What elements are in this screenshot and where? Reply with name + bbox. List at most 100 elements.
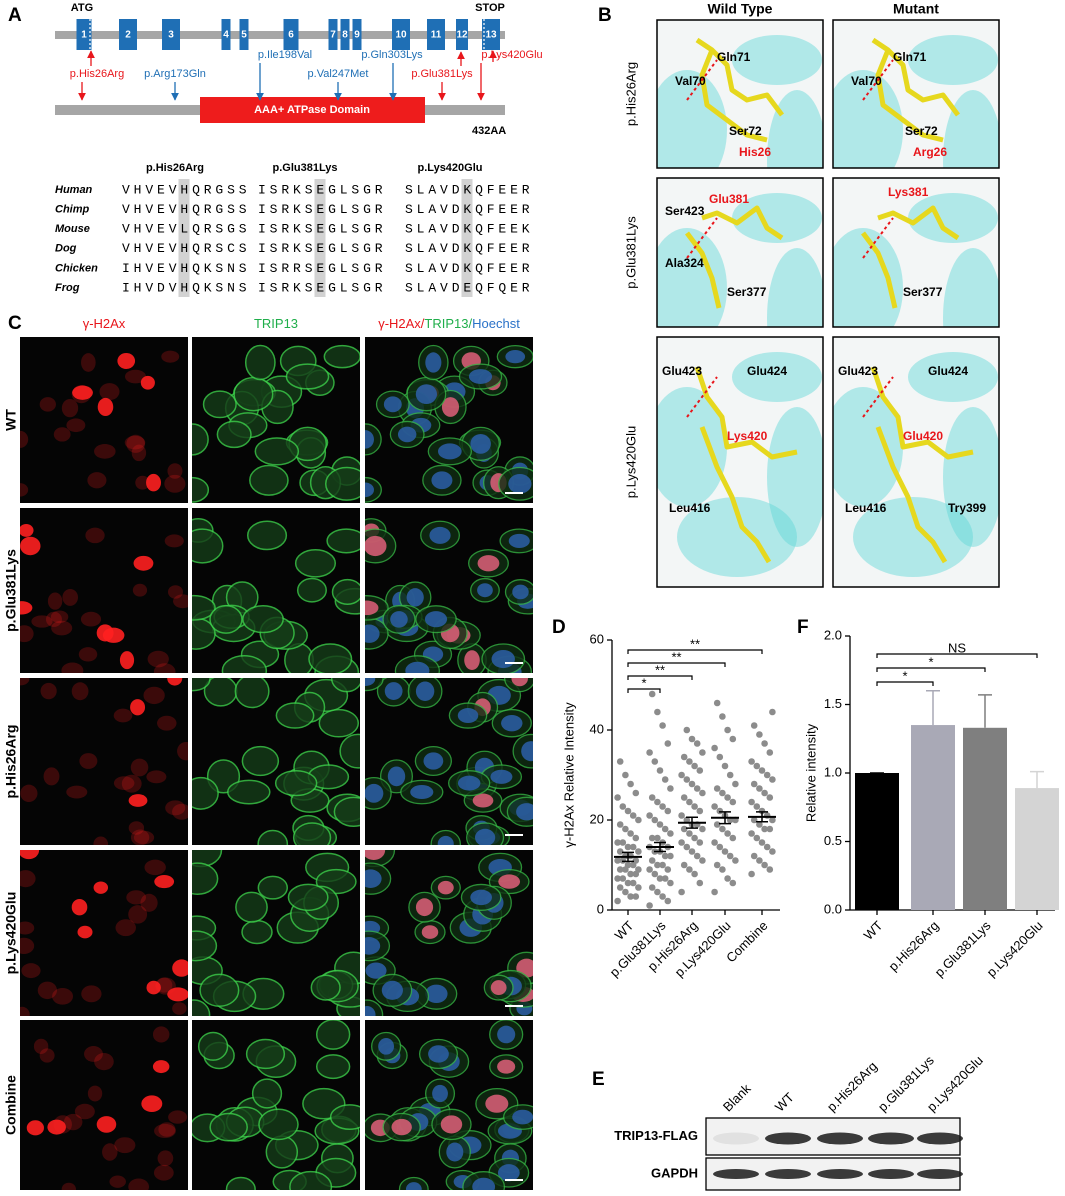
data-point bbox=[627, 830, 634, 837]
residue-stick bbox=[694, 366, 798, 460]
micrograph bbox=[365, 850, 533, 1016]
cell bbox=[246, 520, 288, 551]
data-point bbox=[686, 830, 693, 837]
data-point bbox=[656, 767, 664, 774]
data-point bbox=[651, 870, 659, 878]
nucleus bbox=[126, 890, 146, 905]
nucleus bbox=[387, 766, 406, 787]
data-point bbox=[654, 834, 661, 842]
data-point bbox=[699, 825, 706, 833]
helix bbox=[908, 35, 998, 85]
nucleus bbox=[365, 962, 387, 979]
data-point bbox=[614, 857, 621, 864]
data-point bbox=[635, 816, 642, 824]
nucleus bbox=[93, 881, 109, 894]
structure-frame bbox=[832, 336, 1000, 588]
nucleus bbox=[121, 774, 142, 793]
structure-bg bbox=[657, 337, 823, 587]
residue-label: Try399 bbox=[948, 501, 986, 515]
helix bbox=[657, 70, 727, 168]
nucleus bbox=[161, 350, 180, 363]
nucleus bbox=[47, 1119, 66, 1135]
band bbox=[765, 1132, 811, 1145]
nucleus bbox=[40, 682, 57, 700]
species: Mouse bbox=[55, 223, 90, 235]
cell bbox=[339, 733, 360, 769]
helix bbox=[732, 35, 822, 85]
data-point bbox=[761, 740, 768, 747]
exon bbox=[119, 19, 137, 50]
cell bbox=[245, 1038, 286, 1070]
nucleus bbox=[365, 937, 381, 955]
cell bbox=[244, 344, 276, 381]
residue-stick bbox=[699, 426, 772, 564]
panel-label: E bbox=[592, 1069, 605, 1090]
structure-frame bbox=[656, 177, 824, 328]
nucleus bbox=[154, 1123, 176, 1139]
nucleus bbox=[415, 898, 434, 917]
cell bbox=[209, 604, 243, 634]
data-point bbox=[629, 843, 637, 851]
nucleus bbox=[20, 1006, 30, 1016]
channel-header: γ-H2Ax bbox=[83, 316, 126, 331]
data-point bbox=[614, 897, 621, 905]
nucleus bbox=[20, 850, 40, 860]
bar bbox=[963, 727, 1007, 910]
nucleus bbox=[61, 662, 84, 673]
cell bbox=[242, 605, 284, 634]
residue-stick bbox=[875, 49, 944, 143]
nucleus bbox=[468, 369, 493, 384]
nucleus bbox=[365, 624, 380, 643]
residue-label: Glu424 bbox=[928, 364, 968, 378]
nucleus bbox=[425, 352, 442, 373]
structure-art bbox=[833, 337, 999, 587]
data-point bbox=[654, 708, 661, 716]
nucleus bbox=[39, 397, 56, 412]
nucleus bbox=[62, 588, 79, 606]
data-point bbox=[719, 825, 726, 833]
nucleus bbox=[87, 1085, 103, 1102]
data-point bbox=[659, 893, 666, 900]
data-point bbox=[614, 839, 621, 846]
nucleus bbox=[464, 650, 480, 670]
residue-label: Glu424 bbox=[747, 364, 787, 378]
data-point bbox=[756, 731, 763, 738]
data-point bbox=[632, 834, 640, 842]
nucleus bbox=[20, 483, 29, 497]
sem-bar bbox=[686, 816, 698, 829]
cell bbox=[329, 1104, 360, 1131]
data-point bbox=[629, 812, 637, 819]
nucleus bbox=[397, 426, 417, 443]
residue-label: Ser423 bbox=[665, 204, 705, 218]
data-point bbox=[632, 893, 640, 900]
nucleus bbox=[491, 649, 515, 669]
sem-bar bbox=[622, 851, 634, 863]
data-point bbox=[758, 839, 766, 846]
data-point bbox=[699, 789, 706, 797]
nucleus bbox=[74, 1103, 95, 1120]
micrograph bbox=[20, 678, 188, 845]
nucleus bbox=[501, 715, 523, 732]
error-bar bbox=[1030, 770, 1044, 789]
nucleus bbox=[157, 715, 177, 731]
data-point bbox=[699, 749, 706, 756]
data-point bbox=[624, 843, 632, 851]
data-point bbox=[667, 879, 674, 887]
condition-label: Combine bbox=[3, 1075, 19, 1135]
cell bbox=[192, 476, 210, 503]
data-point bbox=[719, 866, 726, 873]
nucleus bbox=[477, 583, 493, 598]
exon bbox=[456, 19, 468, 50]
protein-label: GAPDH bbox=[651, 1165, 698, 1180]
channel-name: γ-H2Ax/ bbox=[378, 316, 425, 331]
structure-art bbox=[657, 178, 823, 327]
significance-label: * bbox=[902, 668, 907, 683]
cell bbox=[289, 1170, 333, 1190]
exon-number: 1 bbox=[81, 30, 87, 41]
helix bbox=[767, 248, 823, 327]
micrograph-bg bbox=[20, 678, 188, 845]
nucleus bbox=[52, 988, 74, 1005]
data-point bbox=[766, 794, 774, 801]
data-point bbox=[648, 690, 656, 698]
data-point bbox=[761, 861, 768, 869]
